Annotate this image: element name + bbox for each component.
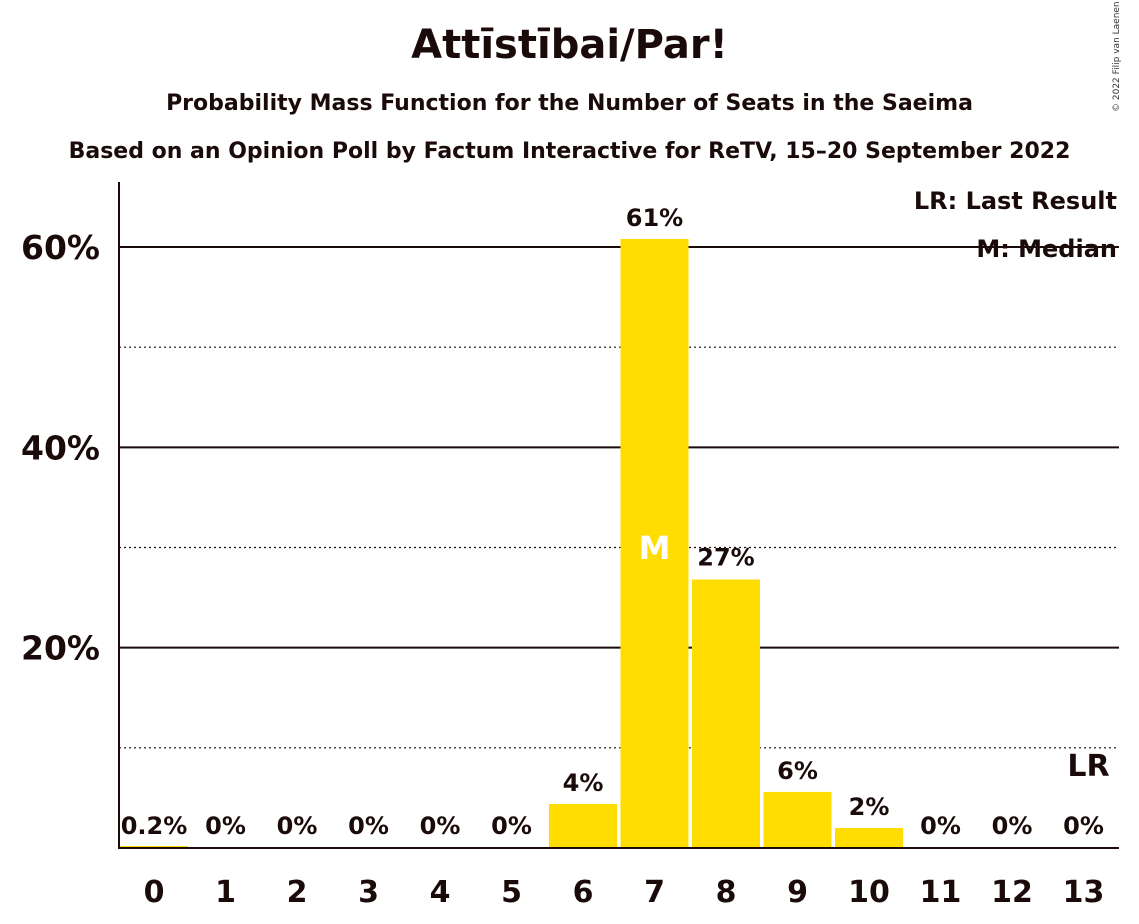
median-marker: M (639, 529, 671, 567)
data-label: 0% (491, 812, 532, 840)
chart-subtitle: Probability Mass Function for the Number… (166, 91, 973, 116)
bar (835, 827, 903, 848)
bar (763, 791, 832, 848)
data-label: 0% (277, 812, 318, 840)
x-tick-label: 1 (215, 875, 236, 910)
x-tick-label: 4 (430, 875, 451, 910)
data-label: 61% (626, 204, 683, 232)
y-tick-label: 20% (21, 629, 100, 668)
labels: 20%40%60%0.2%00%10%20%30%40%54%661%7M 27%… (21, 187, 1117, 910)
chart-title: Attīstībai/Par! (411, 22, 728, 68)
data-label: 0% (420, 812, 461, 840)
x-tick-label: 3 (358, 875, 379, 910)
axes (118, 182, 1119, 849)
last-result-marker: LR (1067, 749, 1109, 784)
gridlines (119, 246, 1119, 749)
x-tick-label: 6 (573, 875, 594, 910)
data-label: 0% (992, 812, 1033, 840)
y-tick-label: 40% (21, 428, 100, 467)
y-tick-label: 60% (21, 228, 100, 267)
bar (620, 238, 689, 848)
data-label: 4% (563, 769, 604, 797)
legend-median: M: Median (976, 235, 1117, 263)
data-label: 2% (849, 793, 890, 821)
x-tick-label: 8 (716, 875, 737, 910)
data-label: 0% (348, 812, 389, 840)
bar (549, 803, 617, 848)
data-label: 0% (920, 812, 961, 840)
bar (692, 579, 760, 848)
x-tick-label: 2 (287, 875, 308, 910)
legend-last-result: LR: Last Result (914, 187, 1117, 215)
x-tick-label: 13 (1063, 875, 1105, 910)
data-label: 0% (205, 812, 246, 840)
x-tick-label: 10 (848, 875, 890, 910)
chart-subtitle-source: Based on an Opinion Poll by Factum Inter… (68, 139, 1071, 164)
x-tick-label: 5 (501, 875, 522, 910)
x-tick-label: 0 (144, 875, 165, 910)
x-tick-label: 7 (644, 875, 665, 910)
data-label: 27% (697, 544, 754, 572)
x-tick-label: 9 (787, 875, 808, 910)
data-label: 6% (777, 757, 818, 785)
bar (120, 845, 188, 848)
x-tick-label: 12 (991, 875, 1033, 910)
bars (120, 238, 903, 848)
data-label: 0.2% (121, 812, 188, 840)
x-tick-label: 11 (920, 875, 962, 910)
data-label: 0% (1063, 812, 1104, 840)
